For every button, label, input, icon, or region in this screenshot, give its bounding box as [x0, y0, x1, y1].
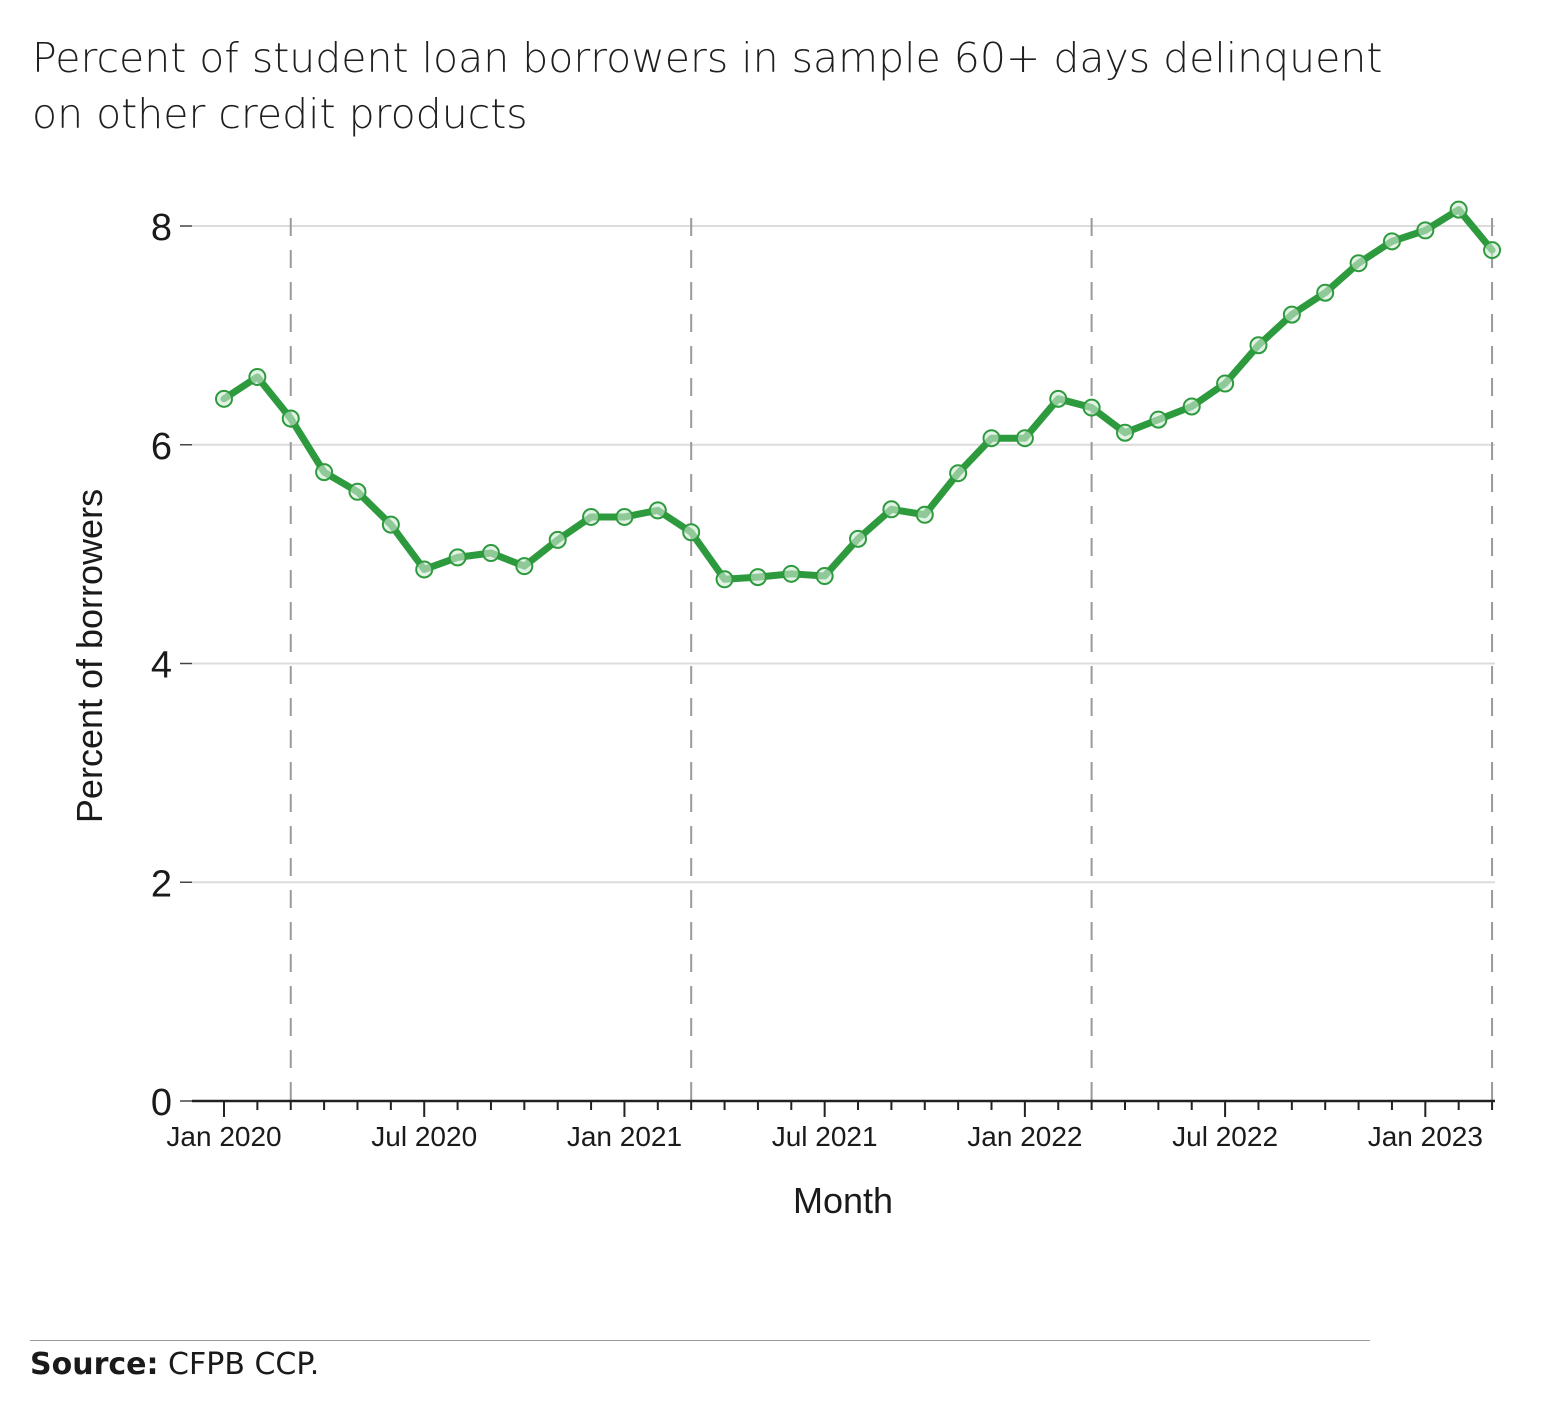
data-point [849, 529, 868, 548]
data-point [1449, 200, 1468, 219]
data-point [882, 500, 901, 519]
grid-lines [192, 225, 1495, 884]
data-point [481, 544, 500, 563]
x-tick-label: Jan 2022 [967, 1121, 1082, 1152]
data-point [315, 463, 334, 482]
data-point [1316, 283, 1335, 302]
data-point [415, 560, 434, 579]
chart-title: Percent of student loan borrowers in sam… [32, 34, 1383, 138]
y-axis-label: Percent of borrowers [69, 489, 110, 823]
x-tick-label: Jul 2022 [1172, 1121, 1278, 1152]
data-point [248, 367, 267, 386]
data-point [215, 389, 233, 408]
data-point [448, 548, 467, 567]
data-point [815, 567, 834, 585]
data-point [748, 568, 767, 587]
data-point [1149, 410, 1168, 429]
y-tick-label: 6 [151, 426, 172, 468]
axes [180, 225, 1495, 1117]
data-point [381, 515, 400, 534]
series-line [220, 206, 1496, 583]
data-point [515, 557, 534, 576]
y-tick-label: 8 [151, 207, 172, 249]
x-tick-label: Jul 2021 [772, 1121, 878, 1152]
data-point [281, 409, 300, 428]
x-tick-label: Jan 2021 [567, 1121, 682, 1152]
y-tick-label: 4 [151, 645, 172, 687]
y-tick-labels: 0 2 4 6 8 [151, 207, 172, 1124]
data-point [648, 501, 667, 520]
x-tick-label: Jan 2023 [1368, 1121, 1483, 1152]
data-point [1382, 232, 1401, 251]
data-point [615, 507, 634, 526]
data-point [1049, 389, 1068, 408]
data-point [348, 482, 367, 501]
reference-lines [289, 218, 1494, 1101]
source-label: Source: [30, 1347, 159, 1382]
data-point [949, 464, 968, 483]
data-point [1249, 336, 1268, 355]
data-point [1282, 305, 1301, 324]
data-point [1216, 374, 1235, 393]
data-point [682, 523, 701, 542]
data-point [1349, 254, 1368, 273]
data-point [1182, 397, 1201, 416]
y-tick-label: 2 [151, 863, 172, 905]
source-text: CFPB CCP. [168, 1347, 320, 1382]
data-point [782, 564, 801, 583]
x-tick-label: Jan 2020 [166, 1121, 281, 1152]
x-axis-label: Month [793, 1180, 893, 1221]
source-note: Source: CFPB CCP. [30, 1346, 319, 1384]
data-point [1015, 429, 1034, 448]
data-point [1115, 423, 1134, 442]
data-point [915, 505, 934, 524]
data-point [582, 507, 601, 526]
data-point [1416, 221, 1435, 240]
data-point [1082, 398, 1101, 417]
y-tick-label: 0 [151, 1082, 172, 1124]
data-point [982, 429, 1001, 448]
data-point [548, 530, 567, 549]
x-tick-label: Jul 2020 [371, 1121, 477, 1152]
data-point [715, 570, 734, 589]
data-point [1483, 241, 1502, 260]
source-divider [30, 1340, 1370, 1341]
data-series [215, 200, 1502, 589]
x-tick-labels: Jan 2020 Jul 2020 Jan 2021 Jul 2021 Jan 2022… [166, 1121, 1483, 1152]
